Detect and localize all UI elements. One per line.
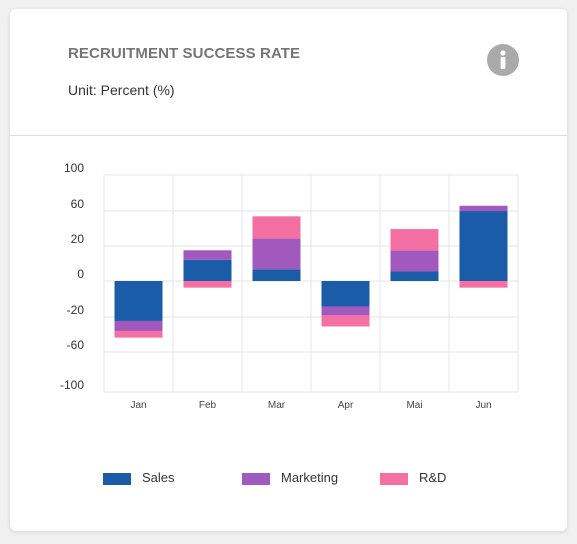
info-icon[interactable] (487, 44, 519, 76)
chart-bars (114, 205, 508, 338)
x-tick-label: Mar (268, 400, 286, 411)
bar-segment[interactable] (252, 238, 301, 270)
bar-segment[interactable] (459, 281, 508, 288)
legend-swatch[interactable] (380, 473, 408, 485)
chart-title: RECRUITMENT SUCCESS RATE (68, 45, 301, 62)
bar-segment[interactable] (114, 281, 163, 321)
chart-legend: Sales Marketing R&D (103, 470, 446, 485)
bar-segment[interactable] (390, 250, 439, 272)
bar-segment[interactable] (321, 306, 370, 316)
bar-segment[interactable] (114, 330, 163, 338)
y-tick-label: 20 (71, 232, 85, 246)
y-tick-label: -20 (67, 303, 85, 317)
legend-label[interactable]: Marketing (281, 470, 338, 485)
bar-segment[interactable] (252, 269, 301, 281)
legend-swatch[interactable] (242, 473, 270, 485)
x-tick-label: Feb (199, 400, 217, 411)
bar-segment[interactable] (183, 281, 232, 288)
legend-swatch[interactable] (103, 473, 131, 485)
bar-segment[interactable] (390, 271, 439, 281)
bar-segment[interactable] (390, 229, 439, 251)
bar-segment[interactable] (183, 259, 232, 281)
x-tick-label: Apr (338, 400, 354, 411)
bar-segment[interactable] (183, 250, 232, 260)
y-tick-label: 0 (77, 267, 84, 281)
y-tick-label: 100 (64, 161, 84, 175)
chart-grid (103, 174, 519, 393)
y-tick-label: 60 (71, 197, 85, 211)
y-tick-label: -100 (60, 378, 84, 392)
bar-segment[interactable] (114, 320, 163, 331)
bar-segment[interactable] (321, 281, 370, 307)
y-tick-label: -60 (67, 338, 85, 352)
bar-segment[interactable] (321, 315, 370, 327)
bar-segment[interactable] (459, 211, 508, 281)
x-tick-label: Jan (130, 400, 146, 411)
legend-label[interactable]: Sales (142, 470, 175, 485)
bar-segment[interactable] (459, 205, 508, 212)
chart-unit-label: Unit: Percent (%) (68, 82, 175, 98)
y-axis-ticks: 100 60 20 0 -20 -60 -100 (60, 161, 84, 392)
x-tick-label: Jun (475, 400, 491, 411)
legend-label[interactable]: R&D (419, 470, 446, 485)
x-tick-label: Mai (406, 400, 422, 411)
bar-segment[interactable] (252, 216, 301, 239)
header-divider (10, 135, 567, 136)
x-axis-ticks: Jan Feb Mar Apr Mai Jun (130, 400, 491, 411)
